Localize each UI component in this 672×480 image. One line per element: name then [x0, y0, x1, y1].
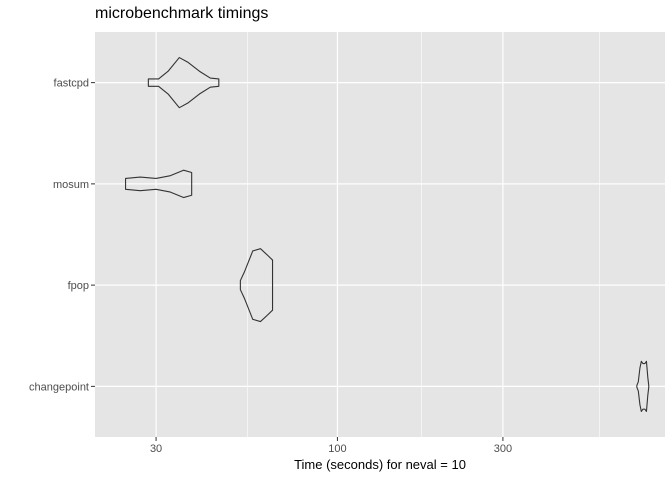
violin-mosum: [125, 169, 193, 199]
violin-fpop: [239, 248, 274, 323]
y-tick-label: changepoint: [29, 381, 89, 393]
panel-background: [95, 32, 665, 437]
x-tick-label: 100: [328, 443, 346, 455]
violin-changepoint: [636, 360, 650, 412]
x-tick-label: 30: [150, 443, 162, 455]
y-tick-label: fastcpd: [54, 78, 89, 90]
x-tick-label: 300: [494, 443, 512, 455]
chart-title: microbenchmark timings: [95, 5, 269, 22]
y-tick-label: fpop: [68, 280, 89, 292]
y-tick-label: mosum: [53, 179, 89, 191]
x-axis-label: Time (seconds) for neval = 10: [294, 457, 466, 472]
violin-fastcpd: [147, 57, 220, 109]
